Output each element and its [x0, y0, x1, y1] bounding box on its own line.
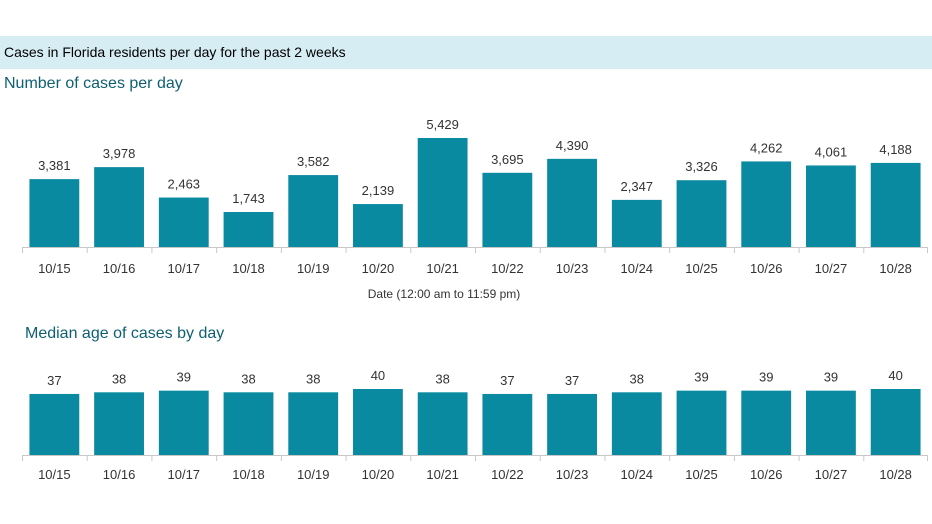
cases-tick-label: 10/24 [621, 261, 654, 276]
cases-value-label: 3,978 [103, 146, 136, 161]
cases-tick-label: 10/26 [750, 261, 783, 276]
age-bar [741, 390, 792, 455]
cases-bar [417, 138, 468, 247]
age-value-label: 39 [759, 370, 773, 385]
age-bar [806, 390, 856, 455]
cases-bar [29, 179, 80, 247]
age-chart-title: Median age of cases by day [25, 325, 225, 342]
cases-tick-label: 10/21 [426, 261, 459, 276]
cases-value-label: 2,139 [362, 183, 395, 198]
cases-value-label: 4,262 [750, 140, 783, 155]
age-tick-label: 10/26 [750, 467, 783, 482]
age-value-label: 39 [177, 370, 191, 385]
age-value-label: 38 [306, 371, 320, 386]
cases-chart-title: Number of cases per day [4, 75, 183, 92]
cases-bar [741, 161, 792, 247]
cases-value-label: 2,463 [168, 177, 201, 192]
cases-tick-label: 10/27 [815, 261, 848, 276]
cases-tick-label: 10/15 [38, 261, 71, 276]
age-bar [223, 392, 274, 455]
age-bar [158, 390, 209, 455]
age-tick-label: 10/25 [685, 467, 718, 482]
age-tick-label: 10/22 [491, 467, 524, 482]
age-value-label: 40 [888, 368, 902, 383]
age-bar [288, 392, 339, 455]
age-tick-label: 10/24 [621, 467, 654, 482]
header-banner [0, 36, 932, 69]
cases-value-label: 3,695 [491, 152, 524, 167]
age-bar [870, 389, 921, 455]
cases-value-label: 4,061 [815, 144, 848, 159]
age-bar [547, 393, 597, 455]
age-tick-label: 10/17 [168, 467, 201, 482]
age-tick-label: 10/16 [103, 467, 136, 482]
cases-tick-label: 10/28 [879, 261, 912, 276]
cases-value-label: 3,381 [38, 158, 71, 173]
age-value-label: 38 [630, 371, 644, 386]
age-value-label: 38 [241, 371, 255, 386]
age-bar [482, 393, 533, 455]
age-value-label: 38 [435, 371, 449, 386]
cases-value-label: 3,582 [297, 154, 330, 169]
age-tick-label: 10/19 [297, 467, 330, 482]
age-value-label: 40 [371, 368, 385, 383]
cases-tick-label: 10/16 [103, 261, 136, 276]
age-bar [611, 392, 662, 455]
cases-bar [870, 162, 921, 247]
age-tick-label: 10/18 [232, 467, 265, 482]
cases-bar [353, 204, 403, 247]
cases-x-axis-title: Date (12:00 am to 11:59 pm) [368, 287, 521, 301]
age-tick-label: 10/27 [815, 467, 848, 482]
cases-bar [676, 180, 727, 247]
cases-tick-label: 10/18 [232, 261, 265, 276]
cases-tick-label: 10/22 [491, 261, 524, 276]
age-value-label: 39 [824, 370, 838, 385]
cases-value-label: 5,429 [426, 117, 459, 132]
cases-bar [482, 172, 533, 247]
age-value-label: 37 [47, 373, 61, 388]
cases-value-label: 1,743 [232, 191, 265, 206]
cases-bar [611, 199, 662, 247]
cases-tick-label: 10/20 [362, 261, 395, 276]
age-bar [29, 393, 80, 455]
cases-tick-label: 10/19 [297, 261, 330, 276]
age-value-label: 37 [500, 373, 514, 388]
cases-value-label: 2,347 [621, 179, 654, 194]
cases-value-label: 4,390 [556, 138, 589, 153]
cases-bar [806, 165, 856, 247]
age-tick-label: 10/28 [879, 467, 912, 482]
age-tick-label: 10/23 [556, 467, 589, 482]
age-bar [676, 390, 727, 455]
cases-tick-label: 10/25 [685, 261, 718, 276]
cases-bar [547, 158, 597, 247]
age-value-label: 39 [694, 370, 708, 385]
cases-bar [94, 167, 144, 247]
cases-bar [223, 212, 274, 247]
age-bar [94, 392, 144, 455]
age-tick-label: 10/20 [362, 467, 395, 482]
cases-tick-label: 10/17 [168, 261, 201, 276]
cases-value-label: 3,326 [685, 159, 718, 174]
age-value-label: 38 [112, 371, 126, 386]
age-tick-label: 10/15 [38, 467, 71, 482]
age-value-label: 37 [565, 373, 579, 388]
cases-value-label: 4,188 [879, 142, 912, 157]
age-bar [353, 389, 403, 455]
cases-bar [158, 197, 209, 247]
page-title: Cases in Florida residents per day for t… [4, 44, 346, 60]
age-tick-label: 10/21 [426, 467, 459, 482]
cases-bar [288, 175, 339, 247]
cases-tick-label: 10/23 [556, 261, 589, 276]
age-bar [417, 392, 468, 455]
